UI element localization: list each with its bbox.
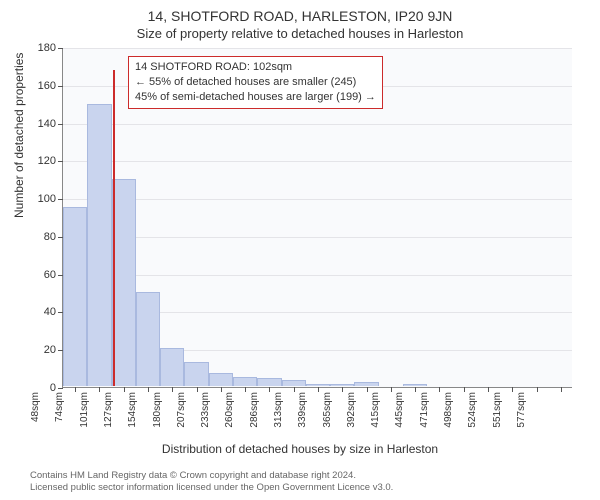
x-tick-mark <box>197 387 198 392</box>
x-tick-label: 74sqm <box>54 392 65 436</box>
x-tick-mark <box>488 387 489 392</box>
property-marker-line <box>113 70 115 386</box>
x-tick-mark <box>464 387 465 392</box>
x-tick-label: 415sqm <box>370 392 381 436</box>
histogram-bar <box>209 373 233 386</box>
gridline <box>63 275 572 276</box>
x-tick-label: 577sqm <box>516 392 527 436</box>
x-tick-mark <box>391 387 392 392</box>
x-tick-label: 445sqm <box>394 392 405 436</box>
y-tick-mark <box>58 388 63 389</box>
y-tick-label: 160 <box>18 80 56 92</box>
x-tick-label: 233sqm <box>200 392 211 436</box>
page-subtitle: Size of property relative to detached ho… <box>0 24 600 41</box>
x-tick-mark <box>148 387 149 392</box>
y-tick-label: 80 <box>18 231 56 243</box>
page-title: 14, SHOTFORD ROAD, HARLESTON, IP20 9JN <box>0 0 600 24</box>
x-tick-mark <box>561 387 562 392</box>
info-line-3: 45% of semi-detached houses are larger (… <box>135 90 376 105</box>
y-tick-label: 140 <box>18 118 56 130</box>
x-tick-mark <box>99 387 100 392</box>
info-box: 14 SHOTFORD ROAD: 102sqm ← 55% of detach… <box>128 56 383 109</box>
x-tick-label: 551sqm <box>492 392 503 436</box>
y-tick-label: 40 <box>18 306 56 318</box>
y-tick-mark <box>58 124 63 125</box>
x-tick-label: 524sqm <box>467 392 478 436</box>
x-tick-mark <box>124 387 125 392</box>
gridline <box>63 237 572 238</box>
y-tick-label: 20 <box>18 344 56 356</box>
credit-line-1: Contains HM Land Registry data © Crown c… <box>30 470 590 482</box>
histogram-bar <box>136 292 160 386</box>
histogram-bar <box>184 362 208 386</box>
histogram-bar <box>63 207 87 386</box>
gridline <box>63 161 572 162</box>
x-tick-label: 498sqm <box>443 392 454 436</box>
info-line-2: ← 55% of detached houses are smaller (24… <box>135 75 376 90</box>
x-tick-mark <box>439 387 440 392</box>
x-tick-mark <box>269 387 270 392</box>
chart-container: 14, SHOTFORD ROAD, HARLESTON, IP20 9JN S… <box>0 0 600 500</box>
credit-line-2: Licensed public sector information licen… <box>30 482 590 494</box>
y-tick-mark <box>58 199 63 200</box>
histogram-bar <box>354 382 378 386</box>
x-tick-label: 260sqm <box>224 392 235 436</box>
histogram-bar <box>87 104 111 387</box>
histogram-bar <box>330 384 354 386</box>
x-tick-label: 101sqm <box>79 392 90 436</box>
y-tick-mark <box>58 86 63 87</box>
x-tick-mark <box>172 387 173 392</box>
histogram-bar <box>257 378 281 386</box>
histogram-bar <box>403 384 427 386</box>
histogram-bar <box>233 377 257 386</box>
x-tick-mark <box>245 387 246 392</box>
chart-area: 14 SHOTFORD ROAD: 102sqm ← 55% of detach… <box>62 48 572 388</box>
x-tick-label: 180sqm <box>152 392 163 436</box>
x-tick-mark <box>415 387 416 392</box>
x-tick-mark <box>221 387 222 392</box>
x-tick-mark <box>294 387 295 392</box>
x-tick-mark <box>537 387 538 392</box>
credit-text: Contains HM Land Registry data © Crown c… <box>30 470 590 494</box>
histogram-bar <box>306 384 330 386</box>
x-tick-mark <box>75 387 76 392</box>
x-tick-label: 471sqm <box>419 392 430 436</box>
y-tick-mark <box>58 161 63 162</box>
x-tick-mark <box>318 387 319 392</box>
histogram-bar <box>112 179 136 386</box>
y-tick-label: 100 <box>18 193 56 205</box>
y-tick-label: 120 <box>18 155 56 167</box>
x-tick-mark <box>342 387 343 392</box>
x-tick-label: 286sqm <box>249 392 260 436</box>
gridline <box>63 48 572 49</box>
x-tick-label: 392sqm <box>346 392 357 436</box>
info-line-1: 14 SHOTFORD ROAD: 102sqm <box>135 60 376 75</box>
x-tick-label: 313sqm <box>273 392 284 436</box>
gridline <box>63 124 572 125</box>
y-tick-label: 180 <box>18 42 56 54</box>
x-tick-mark <box>367 387 368 392</box>
y-tick-label: 60 <box>18 269 56 281</box>
gridline <box>63 199 572 200</box>
x-tick-label: 207sqm <box>176 392 187 436</box>
x-tick-label: 154sqm <box>127 392 138 436</box>
y-tick-mark <box>58 48 63 49</box>
x-tick-label: 365sqm <box>322 392 333 436</box>
histogram-bar <box>160 348 184 386</box>
histogram-bar <box>282 380 306 386</box>
x-axis-label: Distribution of detached houses by size … <box>0 442 600 456</box>
x-tick-label: 127sqm <box>103 392 114 436</box>
x-tick-label: 339sqm <box>297 392 308 436</box>
x-tick-mark <box>512 387 513 392</box>
x-tick-label: 48sqm <box>30 392 41 436</box>
